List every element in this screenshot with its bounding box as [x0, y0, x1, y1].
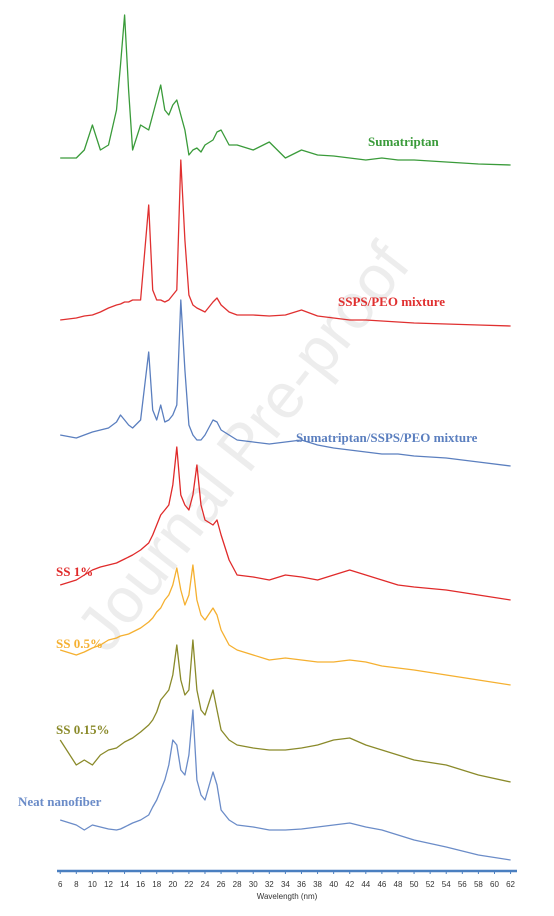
trace	[60, 14, 511, 166]
trace	[60, 299, 511, 467]
trace	[60, 564, 511, 686]
x-tick-label: 38	[313, 880, 322, 889]
x-tick-label: 26	[217, 880, 226, 889]
trace	[59, 639, 511, 783]
x-tick-label: 48	[394, 880, 403, 889]
x-tick-label: 36	[297, 880, 306, 889]
x-tick-label: 16	[136, 880, 145, 889]
x-tick-label: 52	[426, 880, 435, 889]
series-label: SSPS/PEO mixture	[338, 294, 445, 309]
x-tick-label: 60	[490, 880, 499, 889]
trace	[60, 159, 511, 327]
x-tick-label: 62	[506, 880, 515, 889]
x-tick-label: 50	[410, 880, 419, 889]
x-tick-label: 56	[458, 880, 467, 889]
series-label: SS 0.15%	[56, 722, 109, 737]
x-tick-label: 46	[377, 880, 386, 889]
x-tick-label: 28	[233, 880, 242, 889]
x-tick-label: 20	[168, 880, 177, 889]
x-tick-label: 42	[345, 880, 354, 889]
x-tick-label: 44	[361, 880, 370, 889]
x-tick-label: 8	[74, 880, 79, 889]
x-tick-label: 14	[120, 880, 129, 889]
x-tick-label: 22	[184, 880, 193, 889]
x-tick-label: 30	[249, 880, 258, 889]
x-tick-label: 24	[201, 880, 210, 889]
series-label: Sumatriptan/SSPS/PEO mixture	[296, 430, 478, 445]
trace	[60, 446, 511, 601]
x-tick-label: 58	[474, 880, 483, 889]
x-tick-label: 10	[88, 880, 97, 889]
x-axis-label: Wavelength (nm)	[257, 892, 318, 901]
x-tick-label: 12	[104, 880, 113, 889]
x-tick-label: 32	[265, 880, 274, 889]
x-tick-label: 40	[329, 880, 338, 889]
x-tick-label: 18	[152, 880, 161, 889]
x-tick-label: 6	[58, 880, 63, 889]
x-tick-label: 34	[281, 880, 290, 889]
x-tick-label: 54	[442, 880, 451, 889]
trace	[60, 709, 511, 861]
series-label: SS 1%	[56, 564, 93, 579]
series-label: SS 0.5%	[56, 636, 103, 651]
series-label: Neat nanofiber	[18, 794, 102, 809]
series-label: Sumatriptan	[368, 134, 440, 149]
